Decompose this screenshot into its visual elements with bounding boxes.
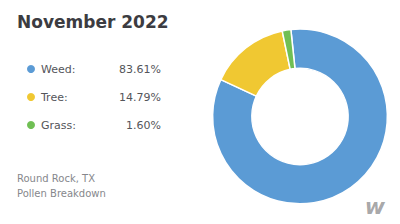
svg-text:Weed:: Weed: [41,63,75,76]
svg-text:83.61%: 83.61% [119,63,161,76]
svg-text:Round Rock, TX: Round Rock, TX [17,173,95,184]
svg-text:1.60%: 1.60% [126,119,161,132]
svg-text:November 2022: November 2022 [17,12,169,32]
svg-text:Grass:: Grass: [41,119,76,132]
svg-text:w: w [365,194,386,219]
svg-text:14.79%: 14.79% [119,91,161,104]
svg-text:Tree:: Tree: [40,91,68,104]
svg-text:Pollen Breakdown: Pollen Breakdown [17,188,106,199]
